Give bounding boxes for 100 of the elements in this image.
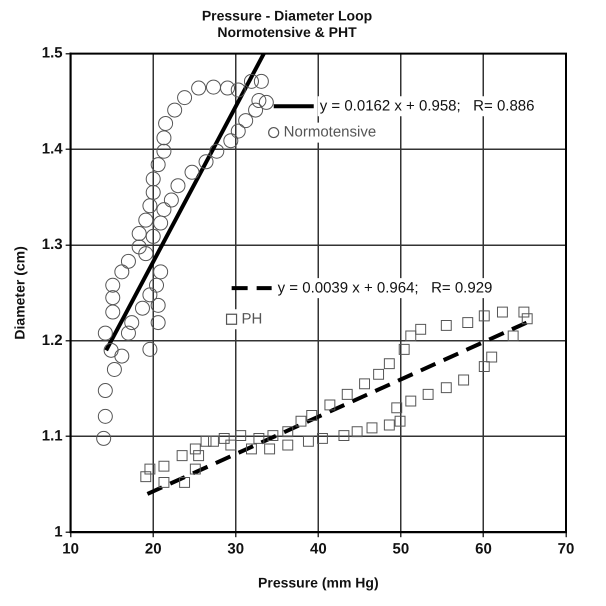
point [282,440,294,451]
point [105,290,120,306]
point [254,74,269,89]
point [264,443,276,454]
point [209,144,224,159]
point [142,287,158,302]
point [98,408,113,424]
point [324,399,336,410]
point [177,90,192,106]
x-tick-label: 20 [144,540,162,558]
point [114,348,130,364]
y-tick-label: 1.4 [42,140,64,158]
point [106,362,122,377]
point [440,382,452,394]
x-tick-label: 50 [392,540,410,558]
point [179,476,190,488]
x-axis-title: Pressure (mm Hg) [258,574,379,590]
y-tick-label: 1 [54,523,63,540]
y-tick-label: 1.2 [42,332,63,349]
point [352,426,363,438]
point [296,416,306,427]
point [200,436,212,447]
point [405,396,416,407]
point [176,450,188,462]
point [384,358,395,370]
point [359,378,370,390]
point [338,430,350,441]
point [156,130,172,146]
point [518,306,530,318]
point [156,202,172,218]
point [132,226,147,242]
point [422,388,434,400]
point [206,80,221,95]
point [193,450,204,462]
point [267,430,278,441]
point [150,315,166,330]
point [248,102,264,118]
point [244,74,259,89]
x-tick-label: 10 [62,540,79,558]
point [230,124,246,139]
point [235,430,246,441]
x-tick-label: 30 [227,540,244,558]
point [140,471,152,482]
point [134,300,150,316]
point [478,310,490,322]
point [98,326,113,341]
y-tick-label: 1.5 [42,44,63,62]
point [486,352,498,362]
x-tick-label: 70 [558,540,574,558]
point [191,80,206,96]
point [190,443,201,454]
point [153,264,168,280]
point [415,324,426,335]
point [120,254,136,269]
point [138,246,154,262]
point [496,306,508,318]
y-axis-title: Diameter (cm) [11,246,28,340]
point [144,464,156,474]
point [220,80,236,96]
x-tick-label: 40 [310,540,327,558]
point [158,476,170,488]
point [302,436,314,447]
point [342,388,353,400]
point [238,113,254,128]
point [132,239,147,254]
chart-title: Pressure - Diameter Loop Normotensive & PHT [202,7,372,40]
point [153,216,168,231]
point [150,298,166,313]
point [246,443,257,454]
point [98,383,113,398]
point [394,416,406,427]
point [150,157,166,172]
point [138,212,154,228]
point [142,198,158,214]
y-tick-label: 1.1 [42,428,63,445]
point [208,436,219,447]
point [384,420,395,430]
point [282,426,294,438]
point [306,410,318,421]
point [114,264,130,280]
point [164,192,179,208]
legend-label: PH [242,310,262,328]
x-tick-label: 60 [475,540,492,558]
point [105,278,120,293]
point [508,330,519,342]
point [225,440,236,451]
point [167,102,182,118]
point [218,432,230,444]
point [146,184,161,200]
point [251,93,266,108]
point [458,374,470,386]
legend-label: Normotensive [284,124,376,141]
point [156,144,172,159]
point [440,320,452,331]
point [190,464,201,474]
point [158,460,170,472]
point [120,326,136,341]
y-tick-label: 1.3 [42,236,63,254]
point [462,317,474,328]
point [398,344,410,355]
